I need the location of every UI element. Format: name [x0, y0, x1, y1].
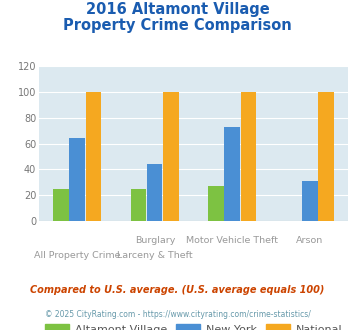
Text: 2016 Altamont Village: 2016 Altamont Village — [86, 2, 269, 16]
Text: Larceny & Theft: Larceny & Theft — [117, 251, 193, 260]
Legend: Altamont Village, New York, National: Altamont Village, New York, National — [40, 320, 347, 330]
Bar — [86, 92, 101, 221]
Bar — [241, 92, 256, 221]
Text: Arson: Arson — [296, 236, 323, 245]
Bar — [69, 138, 85, 221]
Text: Property Crime Comparison: Property Crime Comparison — [63, 18, 292, 33]
Bar — [53, 189, 69, 221]
Text: © 2025 CityRating.com - https://www.cityrating.com/crime-statistics/: © 2025 CityRating.com - https://www.city… — [45, 310, 310, 319]
Bar — [131, 189, 146, 221]
Text: Motor Vehicle Theft: Motor Vehicle Theft — [186, 236, 278, 245]
Bar — [224, 127, 240, 221]
Bar — [302, 181, 318, 221]
Text: Compared to U.S. average. (U.S. average equals 100): Compared to U.S. average. (U.S. average … — [30, 285, 325, 295]
Bar — [318, 92, 334, 221]
Text: Burglary: Burglary — [135, 236, 175, 245]
Bar — [163, 92, 179, 221]
Text: All Property Crime: All Property Crime — [34, 251, 121, 260]
Bar — [147, 164, 163, 221]
Bar — [208, 186, 224, 221]
